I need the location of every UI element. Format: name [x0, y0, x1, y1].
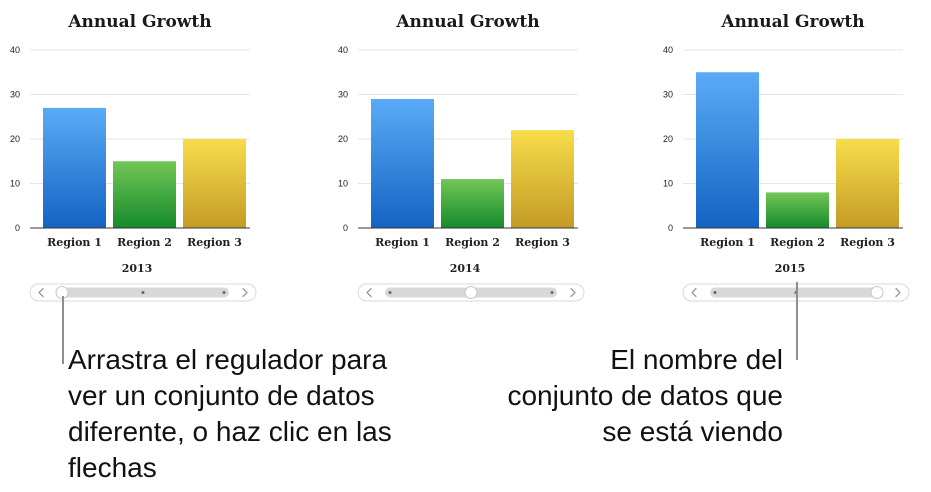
- y-tick-label: 20: [338, 134, 348, 144]
- y-tick-label: 20: [10, 134, 20, 144]
- x-category-label: Region 3: [840, 236, 895, 249]
- chart-title: Annual Growth: [395, 12, 539, 32]
- chart-panel-2013: Annual Growth 0 10 20 30 40 Region 1 Region 2 Re…: [10, 12, 257, 302]
- chevron-left-icon[interactable]: [691, 287, 697, 298]
- dataset-slider[interactable]: [357, 283, 585, 302]
- y-tick-label: 40: [663, 45, 673, 55]
- chevron-right-icon[interactable]: [570, 287, 576, 298]
- y-tick-label: 0: [343, 223, 348, 233]
- slider-thumb[interactable]: [464, 286, 478, 299]
- y-tick-label: 40: [338, 45, 348, 55]
- chevron-right-icon[interactable]: [242, 287, 248, 298]
- y-tick-label: 20: [663, 134, 673, 144]
- dataset-name: 2013: [122, 262, 153, 275]
- slider-step-dot: [222, 291, 226, 294]
- bar-region-1: [696, 72, 759, 228]
- callout-slider-text: Arrastra el regulador para ver un conjun…: [68, 344, 392, 483]
- bar-region-2: [441, 179, 504, 228]
- chart-title: Annual Growth: [720, 12, 864, 32]
- bar-region-2: [766, 192, 829, 228]
- slider-thumb[interactable]: [870, 286, 884, 299]
- chevron-left-icon[interactable]: [366, 287, 372, 298]
- slider-step-dot: [388, 291, 392, 294]
- chart-panel-2015: Annual Growth 0 10 20 30 40 Region 1 Region 2 Re…: [663, 12, 910, 302]
- x-category-label: Region 2: [770, 236, 825, 249]
- chart-panel-2014: Annual Growth 0 10 20 30 40 Region 1 Region 2 Re…: [338, 12, 585, 302]
- chevron-left-icon[interactable]: [38, 287, 44, 298]
- x-category-label: Region 2: [117, 236, 172, 249]
- x-category-label: Region 3: [187, 236, 242, 249]
- slider-step-dot: [141, 291, 145, 294]
- bar-region-1: [371, 98, 434, 228]
- y-tick-label: 10: [338, 179, 348, 189]
- bar-region-3: [836, 139, 899, 228]
- y-tick-label: 10: [663, 179, 673, 189]
- bar-region-1: [43, 107, 106, 228]
- y-tick-label: 0: [668, 223, 673, 233]
- bar-region-3: [511, 130, 574, 228]
- x-category-label: Region 3: [515, 236, 570, 249]
- dataset-name: 2015: [775, 262, 806, 275]
- slider-step-dot: [713, 291, 717, 294]
- x-category-label: Region 1: [47, 236, 102, 249]
- y-tick-label: 40: [10, 45, 20, 55]
- dataset-slider[interactable]: [29, 283, 257, 302]
- callout-dataset-name-text: El nombre del conjunto de datos que se e…: [507, 344, 783, 447]
- y-tick-label: 0: [15, 223, 20, 233]
- chevron-right-icon[interactable]: [895, 287, 901, 298]
- y-tick-label: 30: [663, 90, 673, 100]
- y-tick-label: 10: [10, 179, 20, 189]
- dataset-name: 2014: [450, 262, 481, 275]
- bar-region-3: [183, 139, 246, 228]
- x-category-label: Region 1: [375, 236, 430, 249]
- chart-title: Annual Growth: [67, 12, 211, 32]
- bar-region-2: [113, 161, 176, 228]
- x-category-label: Region 2: [445, 236, 500, 249]
- x-category-label: Region 1: [700, 236, 755, 249]
- y-tick-label: 30: [338, 90, 348, 100]
- y-tick-label: 30: [10, 90, 20, 100]
- slider-step-dot: [550, 291, 554, 294]
